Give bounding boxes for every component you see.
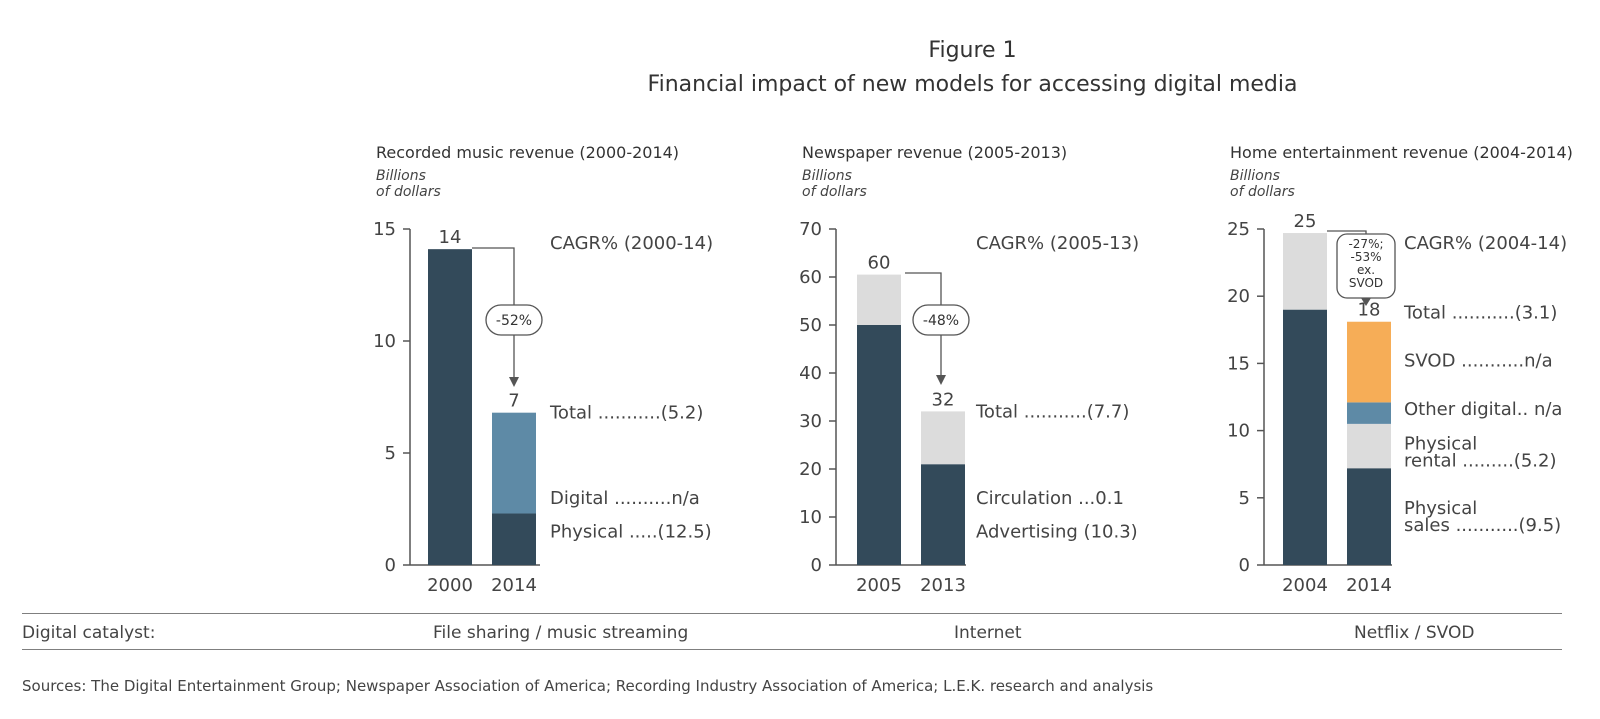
change-arrow-line xyxy=(905,272,942,377)
bar-total-label: 32 xyxy=(932,389,955,410)
y-tick-label: 20 xyxy=(1227,286,1250,307)
change-arrow-head xyxy=(509,377,519,387)
bar-segment-physical-rental xyxy=(1283,233,1327,310)
x-tick-label: 2004 xyxy=(1282,575,1328,596)
cagr-legend-entry: Circulation ...0.1 xyxy=(976,488,1124,509)
bar-segment-svod xyxy=(1347,321,1391,403)
bar-total-label: 60 xyxy=(868,253,891,274)
y-tick-label: 15 xyxy=(1227,353,1250,374)
sources-note: Sources: The Digital Entertainment Group… xyxy=(22,677,1154,695)
y-tick-label: 25 xyxy=(1227,219,1250,240)
bar-segment-physical xyxy=(492,513,536,565)
change-badge xyxy=(1336,233,1396,299)
y-tick-label: 0 xyxy=(811,555,822,576)
cagr-header: CAGR% (2005-13) xyxy=(976,233,1139,254)
y-tick-label: 10 xyxy=(1227,421,1250,442)
catalyst-newspaper: Internet xyxy=(954,623,1022,643)
y-tick-label: 10 xyxy=(799,507,822,528)
bar-segment-physical-sales xyxy=(1283,309,1327,565)
figure-number: Figure 1 xyxy=(928,38,1017,63)
cagr-legend-entry: Total ...........(5.2) xyxy=(549,403,703,424)
x-tick-label: 2014 xyxy=(491,575,537,596)
bar-segment-advertising xyxy=(857,325,901,565)
change-badge-label: -48% xyxy=(923,313,959,329)
bar-total-label: 18 xyxy=(1358,300,1381,321)
bar-total-label: 7 xyxy=(508,391,519,412)
charts-svg: Recorded music revenue (2000-2014) Billio… xyxy=(373,143,1573,596)
y-tick-label: 0 xyxy=(1239,555,1250,576)
change-arrow-head xyxy=(936,375,946,385)
change-badge-label: -52% xyxy=(496,313,532,329)
y-axis-label: Billions of dollars xyxy=(376,168,441,200)
y-tick-label: 5 xyxy=(1239,488,1250,509)
catalyst-bottom-rule xyxy=(22,649,1562,650)
change-badge xyxy=(485,304,543,336)
y-tick-label: 15 xyxy=(373,219,396,240)
bar-segment-digital xyxy=(492,412,536,514)
cagr-legend-entry: SVOD ...........n/a xyxy=(1404,351,1553,372)
catalyst-music: File sharing / music streaming xyxy=(433,623,689,643)
bar-segment-advertising xyxy=(921,464,965,565)
cagr-legend-entry: Advertising (10.3) xyxy=(976,521,1138,542)
y-tick-label: 70 xyxy=(799,219,822,240)
chart-title: Newspaper revenue (2005-2013) xyxy=(802,143,1067,162)
y-tick-label: 50 xyxy=(799,315,822,336)
bar-segment-circulation xyxy=(921,411,965,465)
chart-title: Recorded music revenue (2000-2014) xyxy=(376,143,679,162)
x-tick-label: 2014 xyxy=(1346,575,1392,596)
y-tick-label: 30 xyxy=(799,411,822,432)
cagr-legend-entry: Other digital.. n/a xyxy=(1404,399,1562,420)
bar-total-label: 25 xyxy=(1294,211,1317,232)
cagr-legend-entry: Total ...........(3.1) xyxy=(1403,302,1557,323)
change-arrow-head xyxy=(1361,298,1371,306)
bar-segment-physical xyxy=(428,249,472,565)
y-axis-label: Billions of dollars xyxy=(1230,168,1295,200)
cagr-header: CAGR% (2004-14) xyxy=(1404,233,1567,254)
y-axis-label: Billions of dollars xyxy=(802,168,867,200)
catalyst-home-entertainment: Netflix / SVOD xyxy=(1354,623,1475,643)
figure-title: Financial impact of new models for acces… xyxy=(647,72,1298,97)
cagr-header: CAGR% (2000-14) xyxy=(550,233,713,254)
x-tick-label: 2000 xyxy=(427,575,473,596)
change-badge-label: -27%; -53% ex. SVOD xyxy=(1348,237,1383,290)
bar-segment-physical-sales xyxy=(1347,468,1391,565)
bar-total-label: 14 xyxy=(439,227,462,248)
y-tick-label: 5 xyxy=(385,443,396,464)
bar-segment-circulation xyxy=(857,274,901,325)
catalyst-label: Digital catalyst: xyxy=(22,623,156,643)
bar-segment-physical-rental xyxy=(1347,423,1391,469)
cagr-legend-entry: Physical rental .........(5.2) xyxy=(1404,433,1556,471)
cagr-legend-entry: Physical .....(12.5) xyxy=(550,521,712,542)
x-tick-label: 2005 xyxy=(856,575,902,596)
catalyst-top-rule xyxy=(22,613,1562,614)
cagr-legend-entry: Digital ..........n/a xyxy=(550,488,700,509)
y-tick-label: 20 xyxy=(799,459,822,480)
change-arrow-line xyxy=(1327,230,1367,234)
cagr-legend-entry: Total ...........(7.7) xyxy=(975,401,1129,422)
y-tick-label: 0 xyxy=(385,555,396,576)
cagr-legend-entry: Physical sales ...........(9.5) xyxy=(1404,498,1561,536)
change-badge xyxy=(912,304,970,336)
y-tick-label: 40 xyxy=(799,363,822,384)
y-tick-label: 10 xyxy=(373,331,396,352)
chart-title: Home entertainment revenue (2004-2014) xyxy=(1230,143,1573,162)
y-tick-label: 60 xyxy=(799,267,822,288)
bar-segment-other-digital xyxy=(1347,402,1391,424)
x-tick-label: 2013 xyxy=(920,575,966,596)
